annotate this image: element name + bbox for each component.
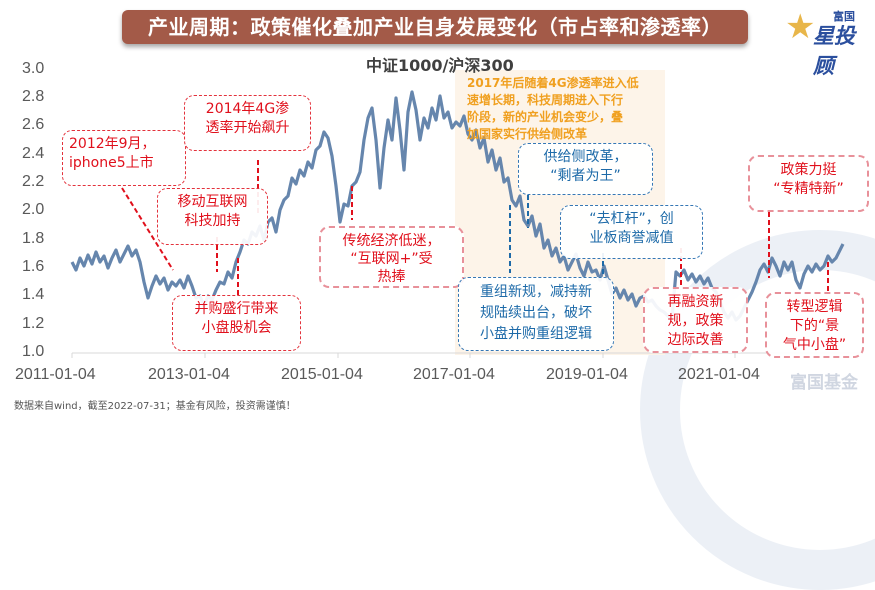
page-title: 产业周期：政策催化叠加产业自身发展变化（市占率和渗透率） [122, 10, 748, 44]
annotation-refinance: 再融资新 规，政策 边际改善 [643, 287, 748, 353]
x-axis-ticks [71, 353, 736, 358]
logo-big-text: 星投顾 [813, 24, 855, 78]
annotation-line: 小盘并购重组逻辑 [480, 326, 592, 342]
annotation-deleverage: “去杠杆”，创 业板商誉减值 [560, 205, 703, 259]
annotation-line: 2014年4G渗 [205, 101, 290, 117]
annotation-line: 速增长期，科技周期进入下行 [467, 93, 624, 107]
x-tick: 2019-01-04 [546, 366, 628, 383]
annotation-line: 并购盛行带来 [194, 301, 279, 317]
y-tick: 1.0 [22, 343, 45, 360]
annotation-line: 业板商誉减值 [589, 230, 674, 246]
x-tick: 2017-01-04 [413, 366, 495, 383]
annotation-line: iphone5上市 [69, 155, 154, 171]
annotation-internet-plus: 传统经济低迷， “互联网+”受 热捧 [319, 226, 464, 288]
annotation-line: 2017年后随着4G渗透率进入低 [467, 76, 639, 90]
annotation-mna: 并购盛行带来 小盘股机会 [172, 295, 301, 351]
annotation-iphone5: 2012年9月， iphone5上市 [62, 130, 186, 186]
annotation-line: 重组新规，减持新 [480, 284, 592, 300]
y-tick: 2.2 [22, 173, 45, 190]
watermark-text: 富国基金 [790, 373, 858, 393]
chart-title: 中证1000/沪深300 [366, 56, 514, 75]
y-tick: 2.4 [22, 145, 45, 162]
y-tick: 2.8 [22, 88, 45, 105]
y-tick: 1.6 [22, 258, 45, 275]
x-tick: 2015-01-04 [281, 366, 363, 383]
annotation-line: 气中小盘” [782, 337, 847, 353]
x-tick: 2011-01-04 [15, 366, 96, 383]
annotation-line: “互联网+”受 [350, 251, 433, 267]
annotation-line: “剩者为王” [550, 168, 621, 184]
annotation-transform: 转型逻辑 下的“景 气中小盘” [765, 292, 864, 358]
y-tick: 2.0 [22, 201, 45, 218]
y-tick: 1.2 [22, 315, 45, 332]
annotation-line: “去杠杆”，创 [589, 211, 674, 227]
annotation-line: 小盘股机会 [201, 320, 272, 336]
annotation-2017-period: 2017年后随着4G渗透率进入低 速增长期，科技周期进入下行 阶段，新的产业机会… [467, 75, 667, 143]
annotation-line: 传统经济低迷， [342, 233, 441, 249]
footer-disclaimer: 数据来自wind，截至2022-07-31；基金有风险，投资需谨慎！ [14, 401, 296, 412]
annotation-specialized: 政策力挺 “专精特新” [748, 155, 869, 212]
annotation-line: 2012年9月， [69, 136, 156, 152]
y-tick: 3.0 [22, 60, 45, 77]
x-tick: 2021-01-04 [678, 366, 760, 383]
y-tick: 2.6 [22, 116, 45, 133]
annotation-line: 科技加持 [184, 213, 241, 229]
y-tick: 1.4 [22, 286, 45, 303]
annotation-line: 规，政策 [667, 313, 724, 329]
x-tick: 2013-01-04 [148, 366, 230, 383]
y-tick: 1.8 [22, 230, 45, 247]
annotation-line: 规陆续出台，破坏 [480, 305, 592, 321]
logo-small-text: 富国 [833, 10, 855, 23]
annotation-line: 加国家实行供给侧改革 [467, 127, 588, 141]
annotation-reorg-rules: 重组新规，减持新 规陆续出台，破坏 小盘并购重组逻辑 [458, 277, 614, 351]
annotation-line: “专精特新” [773, 181, 844, 197]
annotation-line: 政策力挺 [780, 162, 837, 178]
annotation-supply-reform: 供给侧改革， “剩者为王” [518, 143, 653, 195]
annotation-line: 再融资新 [667, 294, 724, 310]
annotation-4g-2014: 2014年4G渗 透率开始飙升 [184, 95, 311, 151]
annotation-line: 热捧 [377, 269, 406, 285]
brand-logo: ★ 富国 星投顾 [785, 6, 875, 78]
annotation-line: 阶段，新的产业机会变少，叠 [467, 110, 624, 124]
annotation-line: 边际改善 [667, 332, 724, 348]
annotation-mobile-internet: 移动互联网 科技加持 [157, 188, 268, 245]
annotation-line: 转型逻辑 [786, 299, 843, 315]
annotation-line: 下的“景 [789, 318, 840, 334]
star-icon: ★ [785, 7, 816, 47]
annotation-line: 透率开始飙升 [205, 120, 290, 136]
annotation-line: 移动互联网 [177, 194, 248, 210]
annotation-line: 供给侧改革， [543, 149, 628, 165]
